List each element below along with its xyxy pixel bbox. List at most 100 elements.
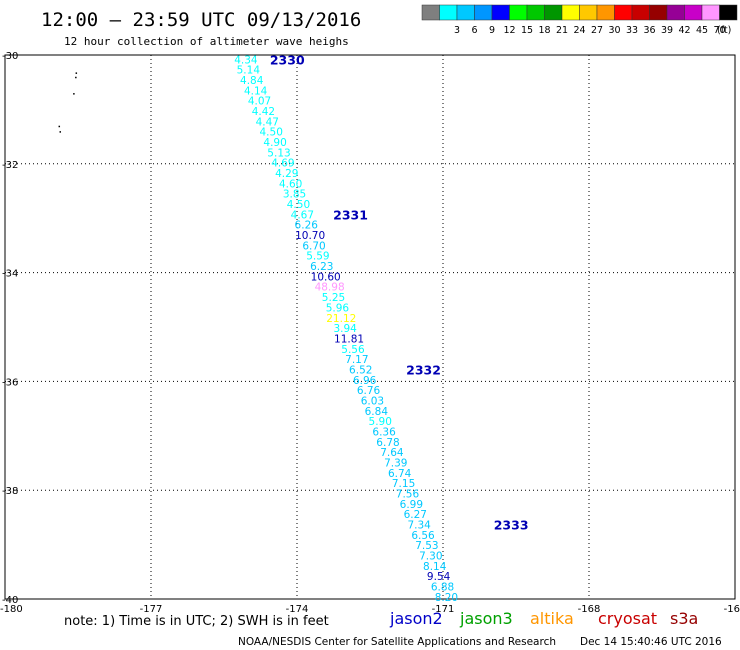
wave-height-label: 7.15: [392, 478, 415, 490]
wave-height-label: 6.52: [349, 364, 372, 376]
wave-height-label: 6.56: [411, 530, 435, 542]
x-tick-label: -180: [0, 604, 23, 615]
y-tick-label: -34: [2, 269, 18, 280]
y-tick-label: -40: [2, 595, 18, 606]
legend-swatch: [474, 4, 493, 21]
wave-height-label: 7.64: [380, 447, 404, 459]
legend-swatch: [649, 4, 668, 21]
pass-number-label: 2330: [270, 52, 305, 67]
y-tick-label: -36: [2, 377, 18, 388]
wave-height-label: 6.03: [361, 395, 384, 407]
wave-height-label: 6.70: [302, 240, 325, 252]
wave-height-label: 5.90: [369, 416, 392, 428]
wave-height-label: 5.13: [267, 147, 290, 159]
wave-height-label: 8.14: [423, 561, 447, 573]
pass-number-label: 2332: [406, 362, 441, 377]
wave-height-label: 4.84: [240, 75, 264, 87]
wave-height-label: 8.20: [435, 592, 458, 604]
legend-swatch: [509, 4, 528, 21]
wave-height-label: 6.88: [431, 581, 454, 593]
wave-height-label: 9.54: [427, 571, 451, 583]
wave-height-label: 7.56: [396, 488, 420, 500]
wave-height-label: 6.84: [365, 406, 389, 418]
satellite-name: jason3: [459, 609, 513, 628]
legend-swatch: [561, 4, 580, 21]
legend-label: 21: [556, 25, 568, 36]
wave-height-label: 6.74: [388, 468, 412, 480]
island-dot: [59, 131, 62, 133]
wave-height-label: 4.69: [271, 158, 294, 170]
legend-label: 24: [573, 25, 585, 36]
wave-height-label: 5.25: [322, 292, 345, 304]
color-legend: 3 6 9 12 15 18 21 24 27 30 33 36 39 42 45 70: [421, 4, 738, 36]
legend-label: 36: [643, 25, 655, 36]
satellite-name: jason2: [389, 609, 443, 628]
wave-height-label: 3.85: [283, 189, 306, 201]
figure-subtitle: 12 hour collection of altimeter wave hei…: [64, 35, 349, 48]
legend-swatch: [421, 4, 440, 21]
legend-label: 18: [538, 25, 550, 36]
wave-height-label: 7.39: [384, 457, 407, 469]
wave-height-label: 4.50: [260, 127, 283, 139]
legend-label: 42: [678, 25, 690, 36]
y-tick-label: -38: [2, 486, 18, 497]
wave-height-label: 4.34: [234, 54, 258, 66]
wave-height-label: 5.14: [237, 65, 261, 77]
wave-height-label: 7.30: [419, 550, 442, 562]
pass-number-label: 2331: [333, 207, 368, 222]
island-dot: [58, 125, 61, 128]
figure-title: 12:00 – 23:59 UTC 09/13/2016: [41, 9, 361, 31]
wave-height-label: 4.14: [244, 85, 268, 97]
wave-height-label: 3.94: [333, 323, 357, 335]
legend-label: 9: [489, 25, 495, 36]
legend-swatch: [631, 4, 650, 21]
x-tick-label: -177: [140, 604, 163, 615]
wave-height-label: 10.70: [295, 230, 325, 242]
wave-height-label: 11.81: [334, 333, 364, 345]
wave-height-label: 6.27: [404, 509, 427, 521]
wave-height-label: 6.78: [376, 437, 399, 449]
wave-height-label: 6.96: [353, 375, 377, 387]
wave-height-label: 7.17: [345, 354, 368, 366]
legend-unit: (ft): [717, 25, 731, 36]
wave-height-label: 5.96: [326, 302, 350, 314]
note-text: note: 1) Time is in UTC; 2) SWH is in fe…: [64, 614, 329, 629]
wave-height-label: 7.53: [415, 540, 438, 552]
footer-timestamp: Dec 14 15:40:46 UTC 2016: [580, 636, 722, 648]
wave-height-label: 10.60: [311, 271, 341, 283]
x-tick-label: -16: [724, 604, 740, 615]
legend-swatch: [526, 4, 545, 21]
x-tick-label: -171: [432, 604, 455, 615]
wave-height-label: 6.36: [372, 426, 396, 438]
plot-frame: [4, 54, 736, 600]
legend-swatch: [544, 4, 563, 21]
wave-height-label: 4.07: [248, 96, 271, 108]
legend-label: 12: [503, 25, 515, 36]
y-tick-label: -32: [2, 160, 18, 171]
wave-height-label: 4.60: [279, 178, 302, 190]
wave-height-label: 4.67: [291, 209, 314, 221]
wave-height-label: 7.34: [407, 519, 431, 531]
satellite-legend: jason2 jason3 altika cryosat s3a: [389, 609, 698, 628]
legend-swatch: [666, 4, 685, 21]
footer-credit: NOAA/NESDIS Center for Satellite Applica…: [238, 636, 556, 648]
legend-swatch: [579, 4, 598, 21]
grid-lines: [5, 55, 735, 599]
wave-height-label: 4.50: [287, 199, 310, 211]
wave-height-label: 6.76: [357, 385, 381, 397]
wave-height-label: 6.23: [310, 261, 333, 273]
wave-height-label: 5.56: [341, 344, 365, 356]
legend-swatch: [596, 4, 615, 21]
island-dot: [75, 76, 77, 79]
legend-label: 70: [713, 25, 725, 36]
wave-height-points: 4.345.144.844.144.074.424.474.504.905.13…: [234, 54, 458, 603]
legend-label: 6: [471, 25, 477, 36]
wave-height-label: 4.47: [256, 116, 279, 128]
wave-height-label: 4.42: [252, 106, 275, 118]
legend-swatch: [701, 4, 720, 21]
legend-label: 27: [591, 25, 603, 36]
satellite-name: altika: [530, 609, 574, 628]
legend-swatch: [439, 4, 458, 21]
satellite-name: cryosat: [598, 609, 657, 628]
